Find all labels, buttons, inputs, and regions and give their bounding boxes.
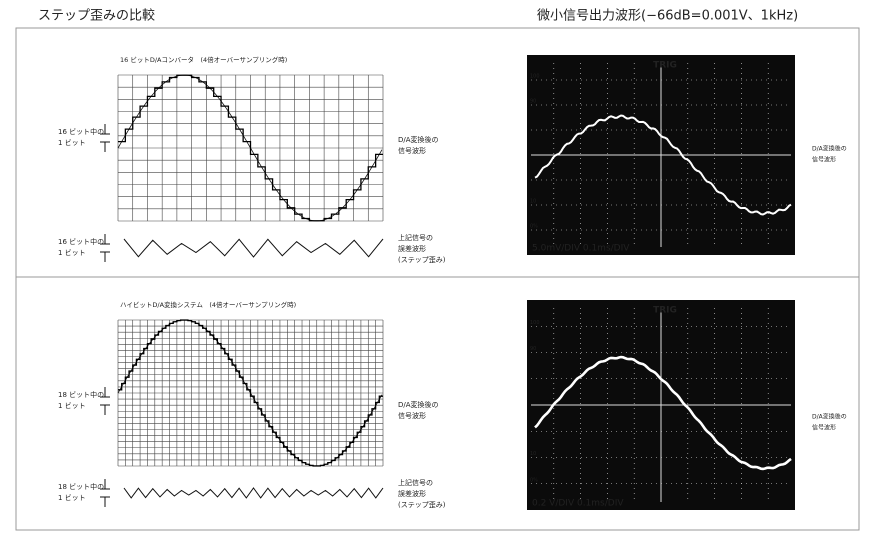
error-label: 誤差波形: [398, 489, 426, 498]
scope-scale: 100: [530, 74, 540, 80]
panel-caption: 16 ビットD/Aコンバータ (4倍オーバーサンプリング時): [120, 55, 287, 64]
scope-scale: 10: [530, 451, 536, 457]
page: ステップ歪みの比較 微小信号出力波形(−66dB=0.001V、1kHz) 16…: [0, 0, 875, 534]
bit-label: 18 ビット中の: [58, 390, 104, 399]
bit-label: 16 ビット中の: [58, 127, 104, 136]
scope-signal-label: D/A変換後の: [812, 145, 847, 153]
scope-trig: TRIG: [653, 306, 677, 316]
bit-label: 1 ビット: [58, 138, 86, 147]
error-label: 上記信号の: [398, 233, 433, 242]
bit-label: 1 ビット: [58, 401, 86, 410]
error-label: (ステップ歪み): [398, 256, 446, 264]
scope-signal-label: 信号波形: [812, 424, 836, 432]
error-wave: [124, 488, 383, 498]
signal-label: 信号波形: [398, 146, 426, 155]
scope-trig: TRIG: [653, 61, 677, 71]
error-bit-label: 18 ビット中の: [58, 482, 104, 491]
error-bit-label: 1 ビット: [58, 493, 86, 502]
signal-label: D/A変換後の: [398, 400, 439, 409]
error-label: 誤差波形: [398, 244, 426, 253]
scope-scale: 100: [530, 320, 540, 326]
signal-label: D/A変換後の: [398, 135, 439, 144]
scope-scale: 10: [530, 199, 536, 205]
scope-signal-label: 信号波形: [812, 156, 836, 164]
panel-caption: ハイビットD/A変換システム (4倍オーバーサンプリング時): [120, 300, 296, 309]
error-label: (ステップ歪み): [398, 501, 446, 509]
error-bit-label: 16 ビット中の: [58, 237, 104, 246]
scope-readout: 0.2 V/DIV 0.1ms/DIV: [532, 499, 624, 509]
error-label: 上記信号の: [398, 478, 433, 487]
scope-scale: 90: [530, 99, 536, 105]
scope-scale: 0%: [530, 477, 538, 483]
scope-signal-label: D/A変換後の: [812, 413, 847, 421]
scope-scale: 0%: [530, 224, 538, 230]
error-bit-label: 1 ビット: [58, 248, 86, 257]
right-title: 微小信号出力波形(−66dB=0.001V、1kHz): [537, 9, 798, 24]
signal-label: 信号波形: [398, 411, 426, 420]
scope-readout: 5.0mV/DIV 0.1ms/DIV: [532, 244, 630, 254]
left-title: ステップ歪みの比較: [38, 9, 155, 24]
error-wave: [124, 239, 383, 257]
scope-scale: 90: [530, 346, 536, 352]
